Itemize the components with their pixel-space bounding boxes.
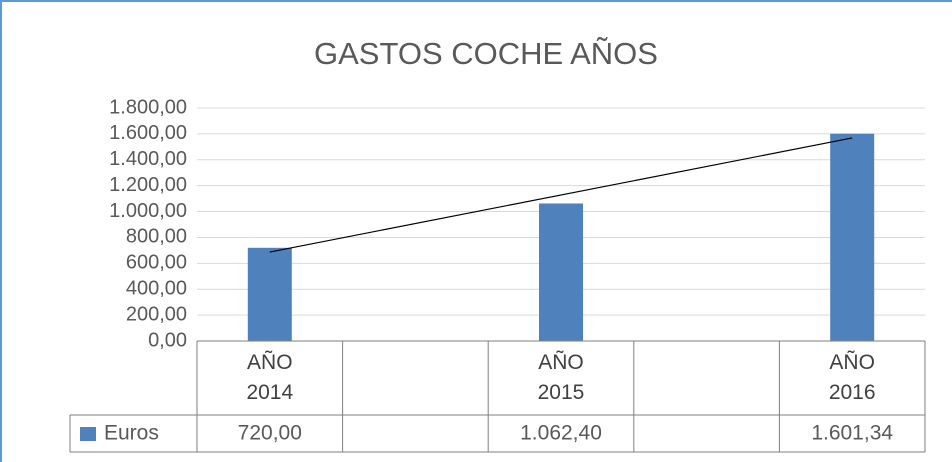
bar xyxy=(539,203,583,341)
x-tick-cell: AÑO 2015 xyxy=(488,341,634,415)
x-tick-label: AÑO 2015 xyxy=(537,351,585,404)
y-tick-label: 1.800,00 xyxy=(109,96,187,118)
x-tick-label: AÑO 2014 xyxy=(246,351,294,404)
x-tick-box: AÑO 2014 xyxy=(197,341,343,415)
x-tick-cell: AÑO 2014 xyxy=(197,341,343,415)
y-tick-label: 400,00 xyxy=(126,278,187,300)
chart-title: GASTOS COCHE AÑOS xyxy=(314,36,658,71)
x-tick-box: AÑO 2016 xyxy=(779,341,925,415)
y-tick-label: 800,00 xyxy=(126,226,187,248)
legend-label: Euros xyxy=(104,422,159,445)
data-label: 1.062,40 xyxy=(520,422,602,445)
data-label: 720,00 xyxy=(238,422,302,445)
legend-swatch xyxy=(80,427,96,441)
y-tick-label: 1.200,00 xyxy=(109,174,187,196)
y-tick-label: 1.400,00 xyxy=(109,148,187,170)
y-tick-label: 1.600,00 xyxy=(109,122,187,144)
x-tick-cell: AÑO 2016 xyxy=(779,341,925,415)
bar xyxy=(830,133,875,341)
data-label: 1.601,34 xyxy=(811,422,893,445)
x-tick-label: AÑO 2016 xyxy=(828,351,876,404)
y-tick-label: 1.000,00 xyxy=(109,200,187,222)
y-tick-label: 200,00 xyxy=(126,303,187,325)
bar xyxy=(247,247,292,341)
y-tick-label: 600,00 xyxy=(126,252,187,274)
x-tick-box: AÑO 2015 xyxy=(488,341,634,415)
trendline xyxy=(269,137,853,253)
y-tick-label: 0,00 xyxy=(148,329,187,351)
